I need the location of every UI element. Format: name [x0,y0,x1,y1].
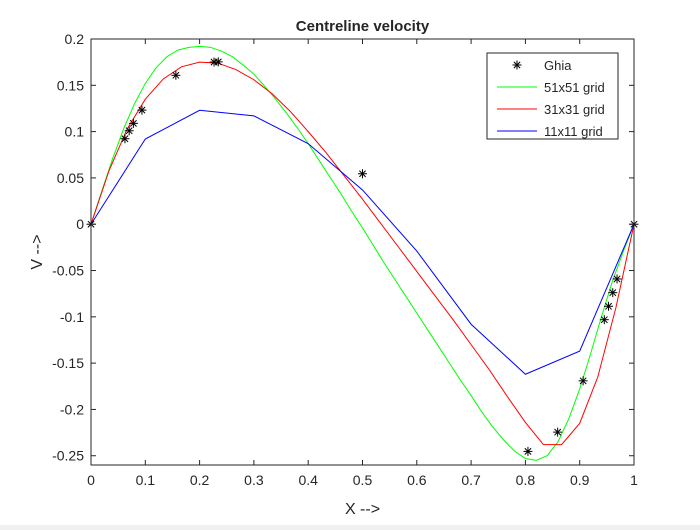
ghia-point [137,105,147,115]
chart-title: Centreline velocity [296,18,430,35]
legend-label: 31x31 grid [544,102,605,117]
ghia-point [128,118,138,128]
ghia-point [213,57,223,67]
series-line-31x31-grid [90,61,635,446]
legend-items: Ghia 51x51 grid 31x31 grid 11x11 grid [497,58,605,139]
ghia-point [124,126,134,136]
ghia-point [604,301,614,311]
x-axis-ticks: 0 0.1 0.2 0.3 0.4 0.5 0.6 0.7 0.8 0.9 1 [87,39,638,488]
ghia-point [171,70,181,80]
legend-label: 51x51 grid [544,80,605,95]
x-tick-label: 0.7 [461,472,481,488]
y-axis-label: V --> [29,234,46,269]
x-tick-label: 0 [87,472,95,488]
legend-label: 11x11 grid [544,124,603,139]
ghia-point [120,134,130,144]
ghia-point [612,274,622,284]
y-tick-label: 0.15 [57,77,84,93]
y-tick-label: 0.2 [65,31,85,47]
ghia-point [553,427,563,437]
y-tick-label: -0.05 [52,263,84,279]
x-tick-label: 1 [630,472,638,488]
x-tick-label: 0.8 [516,472,536,488]
x-tick-label: 0.2 [190,472,210,488]
x-tick-label: 0.5 [353,472,373,488]
x-tick-label: 0.4 [298,472,318,488]
y-tick-label: -0.2 [60,401,84,417]
y-axis-ticks: -0.25 -0.2 -0.15 -0.1 -0.05 0 0.05 0.1 0.15 0.2 [52,31,634,464]
x-axis-label: X --> [345,501,380,518]
y-tick-label: 0.1 [65,124,85,140]
y-tick-label: 0 [76,216,84,232]
legend-marker [512,60,522,70]
y-tick-label: -0.25 [52,448,84,464]
legend-item[interactable]: 31x31 grid [497,102,605,117]
y-tick-label: -0.15 [52,355,84,371]
legend-box [486,52,619,140]
legend[interactable]: Ghia 51x51 grid 31x31 grid 11x11 grid [486,52,619,140]
legend-item[interactable]: Ghia [512,58,573,73]
x-tick-label: 0.1 [136,472,156,488]
ghia-point [608,288,618,298]
y-tick-label: 0.05 [57,170,84,186]
series-line-11x11-grid [90,109,635,375]
x-tick-label: 0.9 [570,472,590,488]
ghia-point [358,169,367,179]
x-tick-label: 0.6 [407,472,427,488]
ghia-point [523,446,533,456]
legend-label: Ghia [544,58,572,73]
ghia-point [599,315,609,325]
series-layer [86,45,639,461]
legend-item[interactable]: 11x11 grid [497,124,603,139]
ghia-point [578,376,588,386]
series-line-51x51-grid [90,45,635,461]
legend-item[interactable]: 51x51 grid [497,80,605,95]
x-tick-label: 0.3 [244,472,264,488]
y-tick-label: -0.1 [60,309,84,325]
